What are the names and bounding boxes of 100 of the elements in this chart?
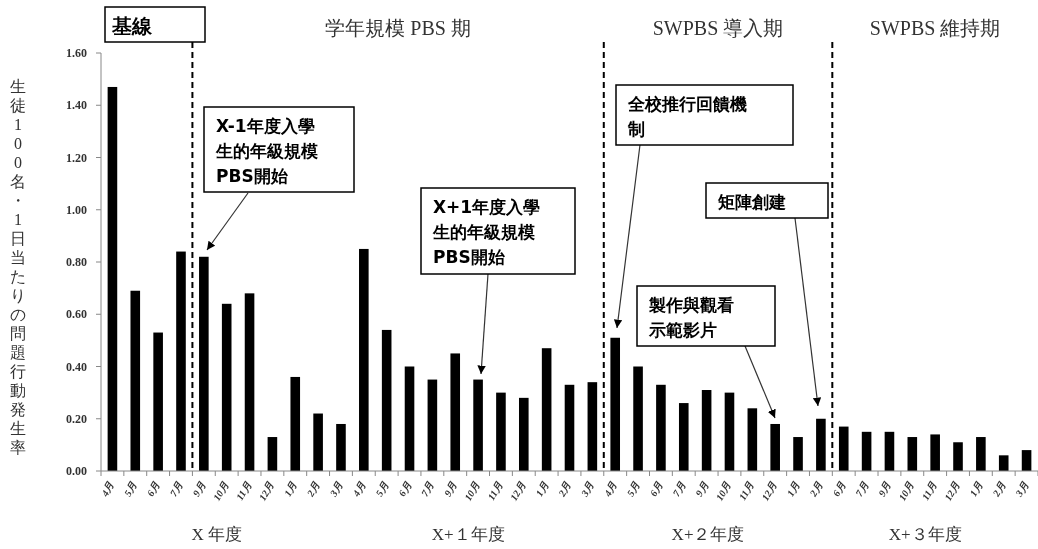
y-tick-label: 0.20 (66, 411, 87, 426)
annotation: 矩陣創建 (717, 192, 786, 212)
x-tick-label: 6月 (396, 479, 414, 499)
x-tick-label: 12月 (759, 479, 779, 503)
bar (998, 455, 1009, 471)
bar (953, 442, 963, 471)
x-tick-label: 3月 (327, 479, 345, 499)
bar (199, 256, 209, 471)
bar (313, 413, 323, 471)
annotation: 製作與觀看示範影片 (648, 295, 734, 340)
y-tick-label: 0.80 (66, 255, 87, 269)
bar (564, 384, 575, 471)
x-tick-label: 1月 (784, 479, 802, 499)
x-tick-label: 5月 (624, 479, 642, 499)
bar (518, 397, 529, 471)
bar (359, 248, 369, 471)
x-tick-label: 1月 (533, 479, 551, 499)
bar (336, 423, 346, 471)
x-tick-label: 7月 (853, 479, 871, 499)
bar (770, 423, 780, 471)
bar (656, 384, 666, 471)
x-tick-label: 7月 (167, 479, 185, 499)
y-tick-label: 0.60 (66, 307, 87, 322)
bar (633, 366, 643, 471)
bar (107, 86, 118, 471)
text: X+３年度 (888, 525, 962, 544)
bar (176, 251, 186, 471)
y-tick-label: 1.60 (66, 46, 87, 60)
x-tick-label: 9月 (190, 479, 208, 499)
x-tick-label: 4月 (601, 479, 619, 499)
bar (1021, 450, 1032, 471)
x-tick-label: 12月 (942, 479, 962, 503)
x-tick-label: 10月 (713, 479, 734, 503)
bar (541, 348, 552, 471)
x-tick-label: 6月 (144, 479, 162, 499)
bar (153, 332, 163, 471)
annotation: 全校推行回饋機制 (627, 94, 747, 139)
x-tick-label: 4月 (350, 479, 368, 499)
x-tick-label: 12月 (256, 479, 277, 503)
x-tick-label: 1月 (967, 479, 985, 499)
bar (221, 303, 232, 471)
bar (976, 437, 986, 471)
bar (678, 403, 689, 471)
bar (130, 290, 141, 471)
y-tick-label: 1.20 (66, 150, 87, 165)
x-tick-label: 3月 (1012, 479, 1031, 499)
bar (838, 426, 849, 471)
bar (610, 337, 621, 471)
text: 基線 (111, 14, 153, 38)
bar (747, 408, 758, 471)
text: SWPBS 維持期 (869, 17, 1001, 39)
x-tick-label: 10月 (462, 479, 482, 503)
bar (701, 390, 712, 471)
bar (793, 437, 803, 471)
x-tick-label: 7月 (419, 479, 437, 499)
x-tick-label: 11月 (485, 479, 505, 502)
x-tick-label: 1月 (281, 479, 299, 499)
x-tick-label: 6月 (830, 479, 848, 499)
bar (450, 353, 461, 471)
text: X 年度 (191, 525, 242, 544)
x-tick-label: 2月 (555, 479, 574, 499)
x-tick-label: 9月 (876, 479, 894, 499)
bar (724, 392, 735, 471)
x-tick-label: 12月 (507, 479, 528, 503)
text: X+１年度 (431, 525, 505, 544)
bar (816, 418, 826, 471)
y-tick-label: 0.00 (66, 464, 87, 478)
x-tick-label: 11月 (234, 479, 254, 502)
bar (884, 431, 895, 471)
y-tick-label: 0.40 (66, 359, 87, 374)
x-tick-label: 9月 (693, 479, 711, 499)
x-tick-label: 10月 (896, 479, 917, 503)
x-tick-label: 6月 (647, 479, 665, 499)
text: 学年規模 PBS 期 (325, 17, 471, 39)
bar (381, 329, 392, 471)
x-tick-label: 10月 (210, 479, 231, 503)
x-tick-label: 2月 (989, 479, 1008, 499)
bar (290, 376, 301, 471)
x-tick-label: 4月 (98, 479, 117, 499)
x-tick-label: 5月 (373, 479, 391, 499)
text: X+２年度 (671, 525, 745, 544)
bar (496, 392, 506, 471)
text: SWPBS 導入期 (652, 17, 784, 39)
bar (907, 437, 918, 471)
bar (861, 431, 872, 471)
text: 生徒 100 名・1 日当たりの問題行動発生率 (10, 78, 26, 456)
x-tick-label: 9月 (441, 479, 459, 499)
annotation: X+1年度入學生的年級規模PBS開始 (432, 197, 541, 267)
x-tick-label: 3月 (578, 479, 597, 499)
y-tick-label: 1.00 (66, 202, 87, 217)
x-tick-label: 7月 (670, 479, 688, 499)
y-tick-label: 1.40 (66, 98, 87, 113)
bar (427, 379, 438, 471)
bar (267, 437, 278, 471)
bar (587, 382, 598, 471)
bar (930, 434, 940, 471)
bar (244, 293, 255, 471)
annotation: X-1年度入學生的年級規模PBS開始 (215, 116, 318, 186)
bar (473, 379, 483, 471)
x-tick-label: 2月 (807, 479, 825, 499)
